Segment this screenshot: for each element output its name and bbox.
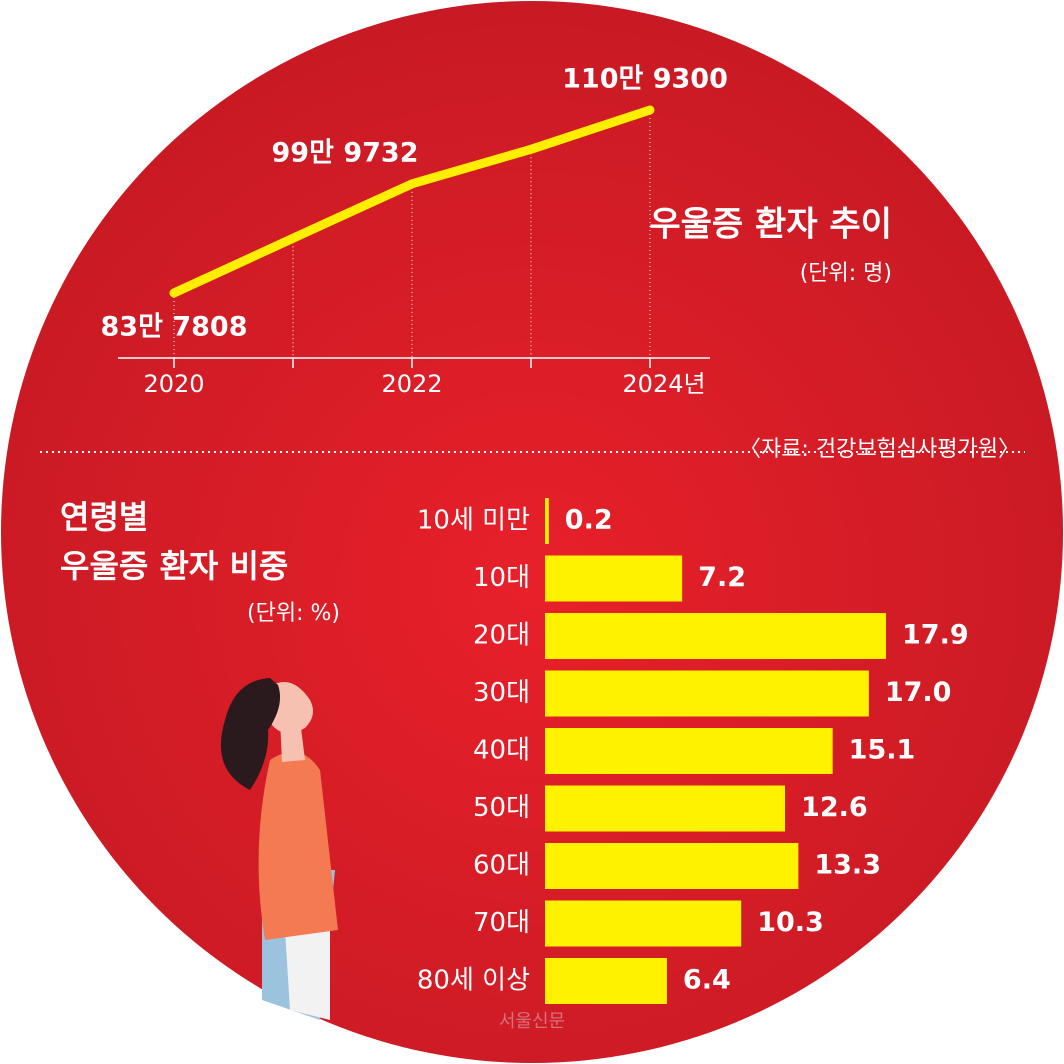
category-label: 80세 이상	[417, 966, 530, 996]
bar	[545, 900, 742, 947]
bar	[545, 498, 549, 544]
value-label: 12.6	[801, 792, 868, 823]
credit: 서울신문	[499, 1011, 565, 1032]
line-subtitle: (단위: 명)	[800, 261, 892, 286]
value-label: 6.4	[683, 965, 731, 996]
bar	[545, 613, 886, 659]
value-label: 110만 9300	[562, 64, 728, 95]
category-label: 70대	[473, 908, 530, 938]
value-label: 10.3	[757, 907, 824, 938]
bar	[545, 785, 786, 832]
category-label: 60대	[473, 851, 530, 881]
category-label: 10대	[473, 563, 530, 593]
source: 〈자료: 건강보험심사평가원〉	[739, 437, 1020, 462]
value-label: 83만 7808	[101, 312, 248, 343]
bar	[545, 843, 799, 889]
value-label: 99만 9732	[272, 137, 419, 168]
bar	[545, 670, 869, 717]
x-tick-label: 2024년	[622, 370, 705, 398]
value-label: 7.2	[698, 562, 746, 593]
bar	[545, 958, 667, 1004]
category-label: 40대	[473, 736, 530, 766]
x-tick-label: 2020	[143, 370, 204, 398]
category-label: 10세 미만	[417, 506, 530, 536]
category-label: 30대	[473, 678, 530, 708]
bar-title: 연령별	[60, 498, 148, 536]
value-label: 15.1	[849, 735, 916, 766]
value-label: 13.3	[814, 850, 881, 881]
illustration	[220, 678, 338, 1020]
line-title: 우울증 환자 추이	[649, 205, 892, 245]
value-label: 17.0	[885, 677, 952, 708]
value-label: 17.9	[902, 620, 969, 651]
value-label: 0.2	[565, 505, 613, 536]
bar-title: 우울증 환자 비중	[60, 547, 288, 585]
x-tick-label: 2022	[381, 370, 442, 398]
bar-subtitle: (단위: %)	[247, 601, 340, 626]
bar	[545, 728, 833, 774]
category-label: 20대	[473, 621, 530, 651]
line	[169, 105, 655, 298]
bar	[545, 555, 683, 602]
category-label: 50대	[473, 793, 530, 823]
